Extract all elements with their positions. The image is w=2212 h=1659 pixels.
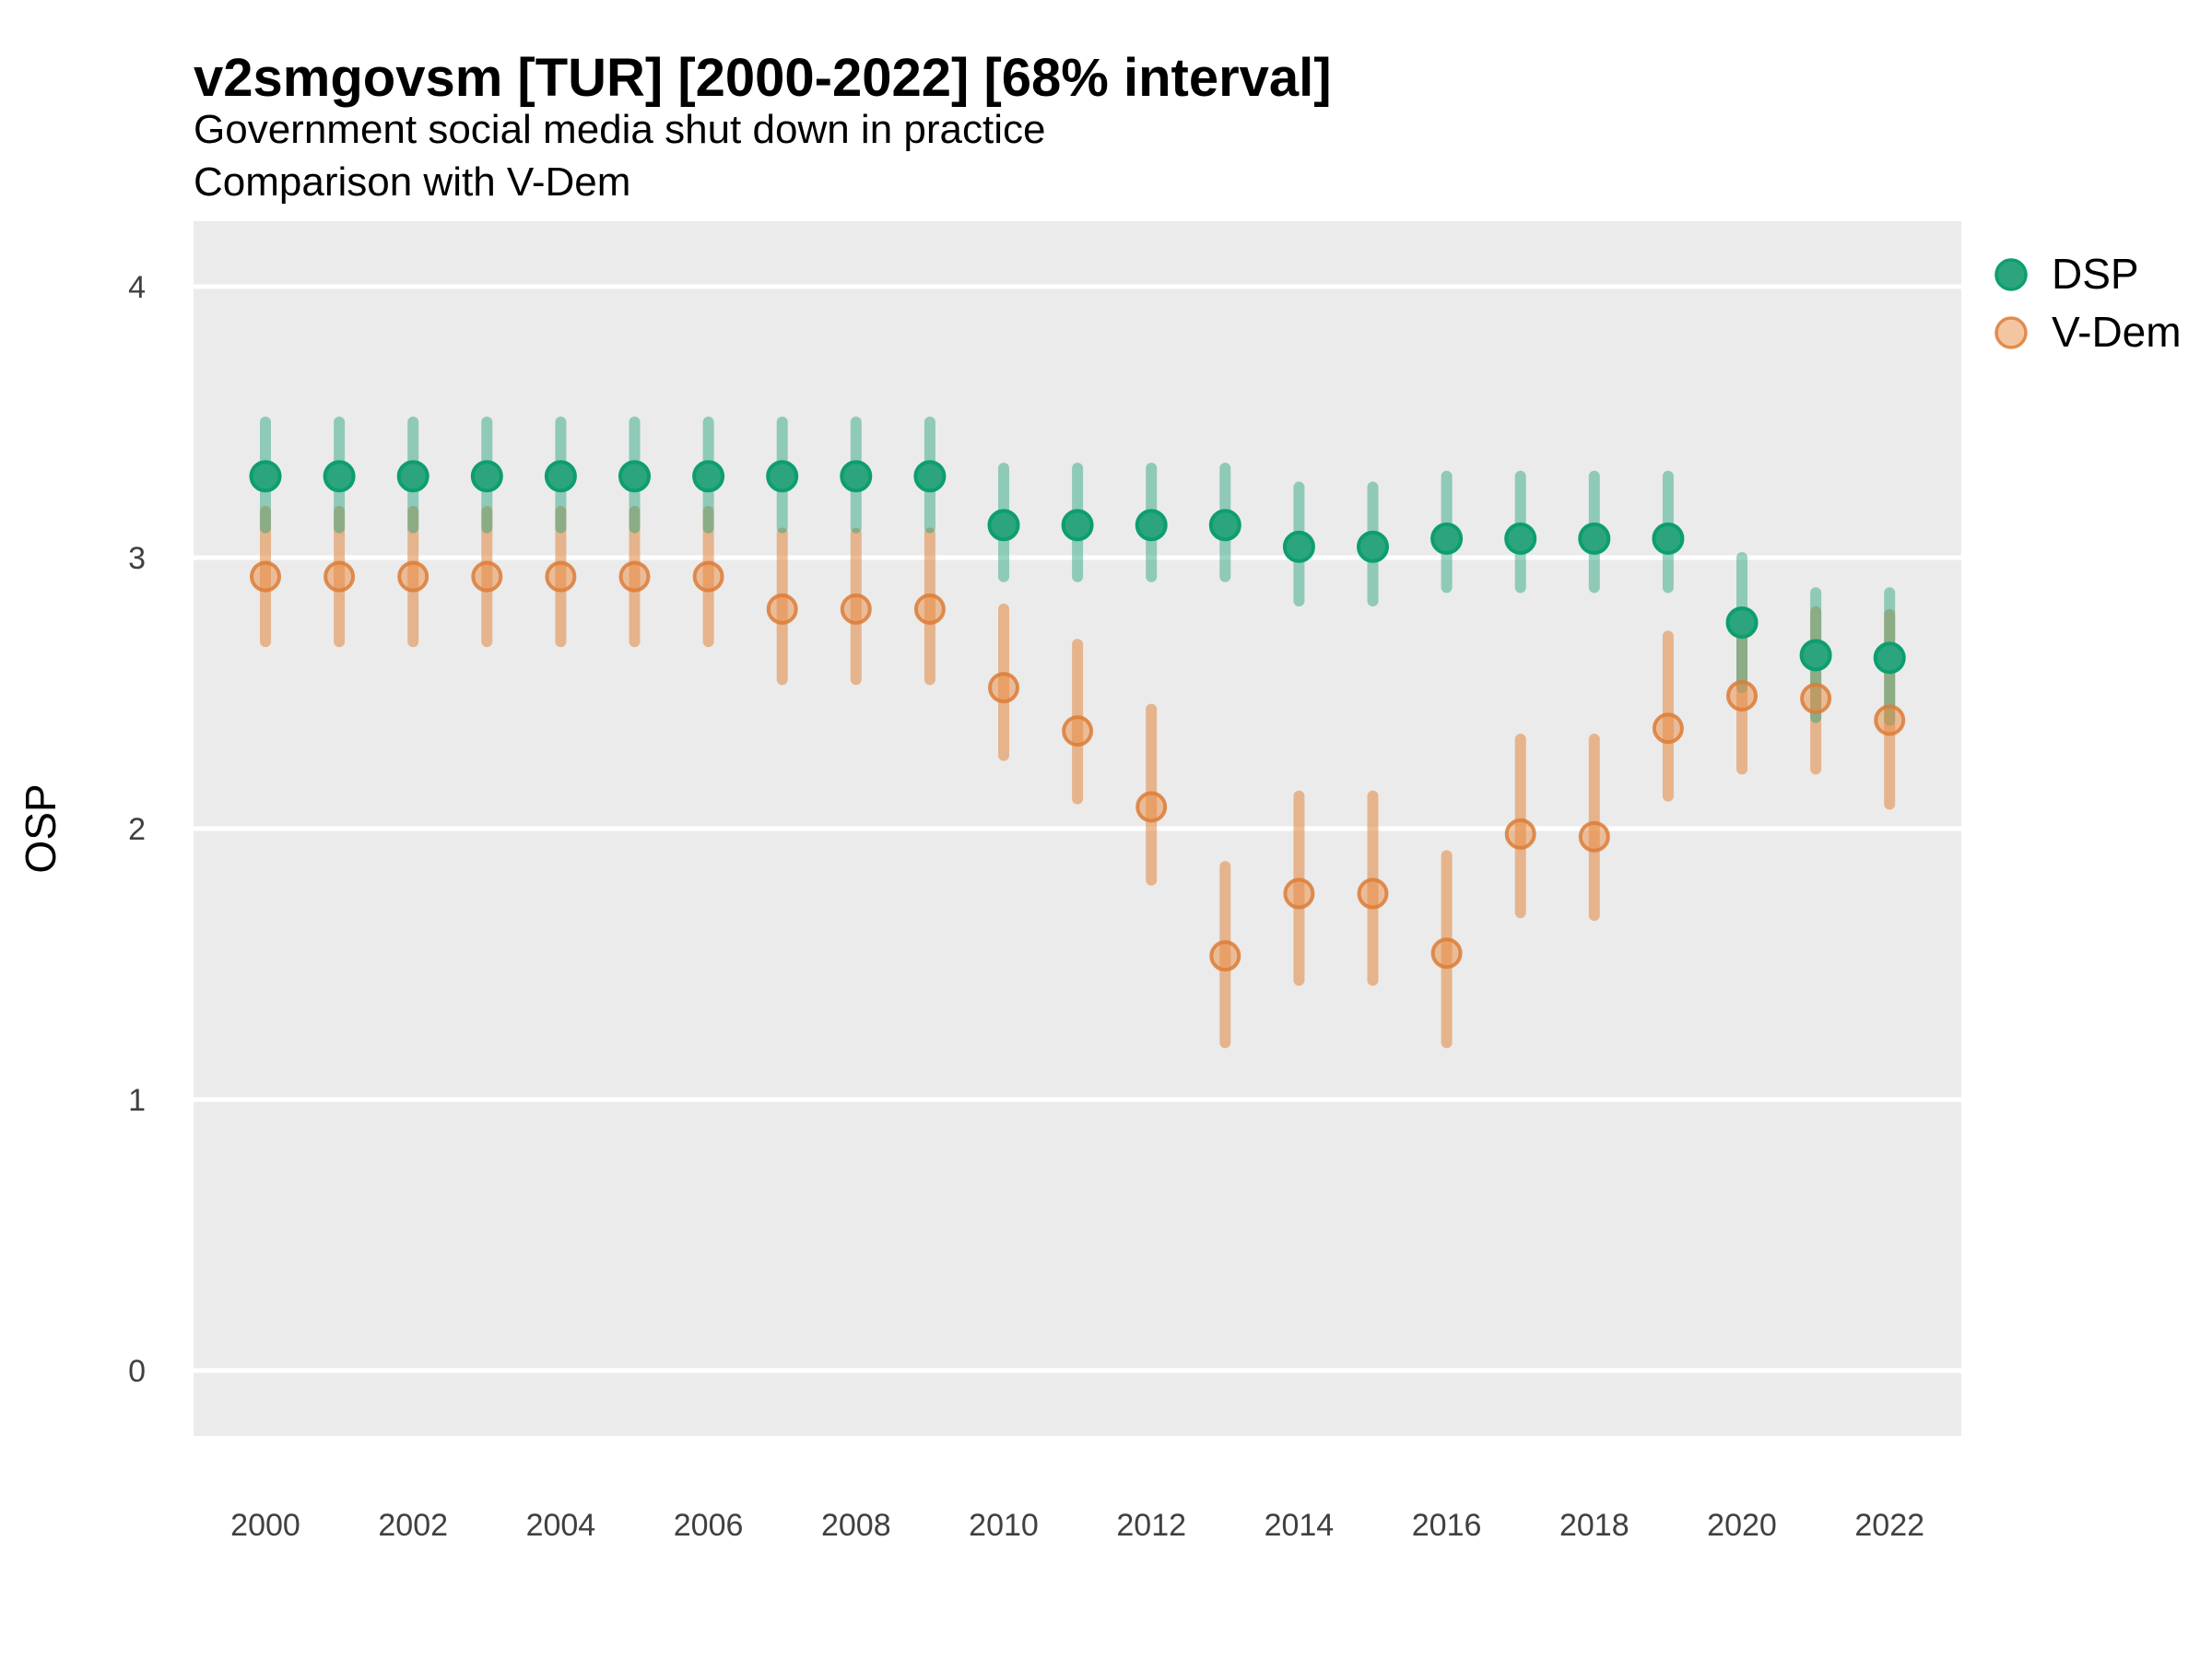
y-tick-4: 4 (128, 270, 146, 305)
dsp-point-2012 (1135, 509, 1168, 542)
x-tick-2008: 2008 (821, 1508, 891, 1543)
vdem-point-2009 (913, 593, 946, 625)
vdem-point-2008 (840, 593, 872, 625)
vdem-point-2016 (1430, 937, 1463, 970)
x-tick-2012: 2012 (1116, 1508, 1186, 1543)
x-tick-2022: 2022 (1854, 1508, 1924, 1543)
vdem-point-2020 (1726, 679, 1758, 712)
dsp-point-2000 (249, 460, 282, 493)
dsp-point-2016 (1430, 522, 1464, 555)
vdem-point-2013 (1209, 940, 1241, 972)
chart-subtitle: Government social media shut down in pra… (194, 107, 1045, 152)
chart-marks (249, 417, 1906, 1049)
dsp-point-2013 (1208, 509, 1241, 542)
dsp-point-2006 (692, 460, 725, 493)
dsp-legend-dot-icon (1994, 258, 2028, 291)
dsp-point-2011 (1061, 509, 1094, 542)
vdem-point-2014 (1283, 877, 1315, 910)
dsp-point-2017 (1504, 522, 1537, 555)
dsp-point-2009 (913, 460, 947, 493)
dsp-point-2019 (1652, 522, 1685, 555)
dsp-point-2003 (470, 460, 503, 493)
legend-label-dsp: DSP (2052, 250, 2139, 298)
legend-item-dsp: DSP (1994, 250, 2139, 298)
x-tick-2014: 2014 (1265, 1508, 1335, 1543)
y-tick-3: 3 (128, 541, 146, 576)
x-tick-2016: 2016 (1412, 1508, 1482, 1543)
vdem-point-2022 (1874, 704, 1906, 736)
vdem-point-2011 (1062, 715, 1094, 747)
chart-title: v2smgovsm [TUR] [2000-2022] [68% interva… (194, 48, 1332, 108)
vdem-point-2010 (988, 672, 1019, 704)
vdem-point-2019 (1652, 712, 1684, 745)
x-tick-2004: 2004 (526, 1508, 596, 1543)
vdem-point-2006 (692, 560, 724, 593)
legend-label-vdem: V-Dem (2052, 308, 2182, 356)
dsp-point-2022 (1873, 641, 1906, 675)
dsp-point-2002 (396, 460, 429, 493)
chart-subtitle-2: Comparison with V-Dem (194, 159, 630, 205)
vdem-legend-dot-icon (1994, 316, 2028, 349)
dsp-point-2021 (1799, 639, 1832, 672)
vdem-point-2000 (250, 560, 281, 593)
vdem-point-2004 (545, 560, 577, 593)
vdem-point-2007 (766, 593, 798, 625)
dsp-point-2015 (1357, 530, 1389, 563)
x-tick-2020: 2020 (1707, 1508, 1777, 1543)
x-tick-2002: 2002 (378, 1508, 448, 1543)
x-tick-2010: 2010 (969, 1508, 1039, 1543)
x-tick-2006: 2006 (674, 1508, 744, 1543)
vdem-point-2021 (1800, 682, 1832, 714)
y-axis-tick-labels: 0 1 2 3 4 (128, 270, 146, 1389)
vdem-point-2003 (471, 560, 503, 593)
y-tick-0: 0 (128, 1354, 146, 1389)
vdem-point-2005 (618, 560, 651, 593)
vdem-point-2015 (1357, 877, 1389, 910)
x-tick-2018: 2018 (1559, 1508, 1630, 1543)
vdem-point-2017 (1504, 818, 1536, 850)
dsp-point-2001 (323, 460, 356, 493)
vdem-point-2018 (1578, 820, 1610, 853)
dsp-point-2010 (987, 509, 1020, 542)
legend-item-vdem: V-Dem (1994, 308, 2182, 356)
vdem-point-2001 (324, 560, 356, 593)
dsp-point-2005 (618, 460, 651, 493)
dsp-point-2007 (766, 460, 799, 493)
vdem-point-2002 (397, 560, 429, 593)
y-axis-title: OSP (17, 783, 65, 873)
y-tick-2: 2 (128, 812, 146, 847)
x-tick-2000: 2000 (230, 1508, 300, 1543)
x-axis-tick-labels: 2000 2002 2004 2006 2008 2010 2012 2014 2016 2018… (230, 1508, 1924, 1543)
dsp-point-2020 (1725, 606, 1759, 640)
legend: DSP V-Dem (1994, 250, 2182, 356)
dsp-point-2008 (840, 460, 873, 493)
vdem-point-2012 (1135, 791, 1168, 823)
dsp-point-2014 (1282, 530, 1315, 563)
dsp-point-2004 (544, 460, 577, 493)
dsp-point-2018 (1578, 522, 1611, 555)
y-tick-1: 1 (128, 1083, 146, 1118)
